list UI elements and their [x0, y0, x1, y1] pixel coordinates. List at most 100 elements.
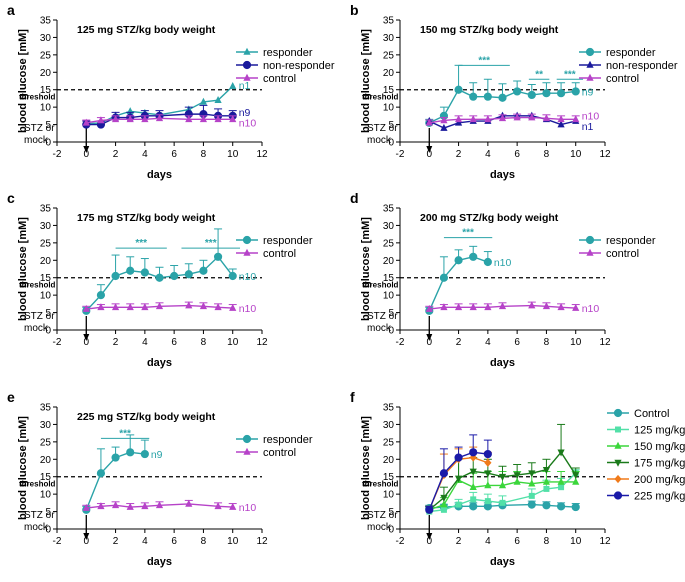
y-tick-label: 15	[40, 273, 52, 284]
x-tick-label: 10	[570, 536, 582, 547]
x-axis-label: days	[490, 357, 515, 369]
legend-label: non-responder	[263, 60, 335, 72]
data-point	[111, 271, 120, 281]
x-tick-label: 10	[570, 149, 582, 160]
y-tick-label: 15	[40, 85, 52, 96]
legend-label: control	[263, 248, 296, 260]
x-tick-label: 0	[84, 536, 90, 547]
data-point	[498, 93, 507, 102]
data-point	[214, 303, 222, 311]
data-point	[155, 114, 164, 122]
series-non-responder: n9	[82, 104, 251, 129]
data-point	[213, 252, 223, 261]
significance-label: **	[535, 69, 543, 80]
data-point	[155, 302, 164, 310]
legend-label: 200 mg/kg BW	[634, 474, 685, 486]
data-point	[571, 502, 580, 512]
data-point	[469, 468, 477, 476]
series-end-label: n10	[239, 271, 257, 283]
data-point	[214, 115, 222, 123]
legend-label: control	[606, 248, 639, 260]
data-point	[498, 302, 507, 310]
data-point	[126, 115, 134, 123]
data-point	[184, 270, 193, 279]
data-point	[440, 116, 448, 124]
x-tick-label: -2	[53, 536, 62, 547]
x-tick-label: 4	[142, 536, 148, 547]
panel-title: 225 mg STZ/kg body weight	[77, 411, 216, 423]
injection-label: STZ or	[367, 123, 398, 134]
y-tick-label: 25	[383, 50, 395, 61]
data-point	[498, 473, 507, 481]
data-point	[199, 97, 208, 105]
x-axis-label: days	[490, 556, 515, 568]
injection-arrowhead	[426, 146, 433, 153]
y-tick-label: 35	[40, 403, 52, 414]
data-point	[469, 448, 478, 457]
y-tick-label: 10	[40, 291, 52, 302]
x-tick-label: 10	[227, 536, 239, 547]
y-tick-label: 20	[383, 68, 395, 79]
injection-arrowhead	[83, 533, 90, 540]
panel-title: 150 mg STZ/kg body weight	[420, 24, 559, 36]
legend-label: control	[263, 73, 296, 85]
data-point	[97, 303, 105, 311]
data-point	[111, 115, 120, 123]
legend-label: 125 mg/kg BW	[634, 425, 685, 437]
data-point	[199, 115, 208, 123]
y-tick-label: 0	[45, 326, 51, 337]
x-tick-label: 12	[256, 149, 268, 160]
x-tick-label: 0	[427, 337, 433, 348]
data-point	[527, 500, 536, 509]
series-225-mg-kg-bw	[425, 434, 492, 514]
x-tick-label: 10	[570, 337, 582, 348]
y-tick-label: 15	[40, 472, 52, 483]
data-point	[82, 118, 90, 126]
data-point	[155, 501, 164, 509]
data-point	[542, 501, 551, 510]
injection-arrowhead	[426, 334, 433, 341]
panel-title: 200 mg STZ/kg body weight	[420, 212, 559, 224]
legend-marker	[243, 73, 251, 81]
data-point	[528, 113, 536, 121]
y-tick-label: 20	[40, 68, 52, 79]
data-point	[228, 271, 237, 281]
injection-label: STZ or	[367, 510, 398, 521]
legend: Control 125 mg/kg BW 150 mg/kg BW 175 mg/kg…	[607, 408, 685, 503]
data-point	[484, 481, 492, 489]
x-tick-label: 12	[599, 149, 611, 160]
data-point	[82, 304, 90, 312]
data-point	[214, 95, 222, 103]
data-point	[140, 449, 149, 459]
data-point	[454, 453, 463, 462]
series-control: n10	[82, 114, 256, 129]
y-tick-label: 25	[40, 50, 52, 61]
data-point	[440, 506, 447, 513]
data-point	[82, 503, 90, 511]
y-tick-label: 5	[45, 120, 51, 131]
series-end-label: n9	[151, 449, 163, 461]
data-point	[513, 472, 521, 480]
x-tick-label: 12	[256, 536, 268, 547]
y-tick-label: 30	[383, 33, 395, 44]
y-tick-label: 0	[45, 525, 51, 536]
legend-label: responder	[263, 47, 313, 59]
series-line	[86, 304, 233, 310]
data-point	[484, 498, 491, 505]
legend-marker	[242, 235, 252, 245]
y-tick-label: 30	[40, 33, 52, 44]
data-point	[498, 481, 507, 489]
y-tick-label: 20	[383, 256, 395, 267]
data-point	[199, 266, 208, 275]
y-tick-label: 5	[388, 120, 394, 131]
data-point	[155, 273, 164, 282]
data-point	[440, 500, 448, 508]
x-tick-label: 8	[544, 149, 550, 160]
legend-label: 150 mg/kg BW	[634, 441, 685, 453]
data-point	[484, 470, 492, 478]
y-tick-label: 0	[388, 326, 394, 337]
